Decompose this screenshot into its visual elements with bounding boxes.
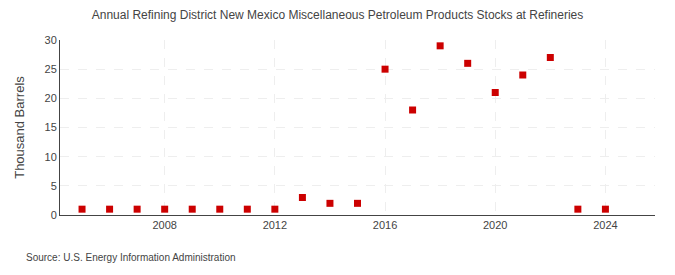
svg-text:5: 5 [51,180,57,192]
svg-text:10: 10 [45,151,57,163]
svg-text:2020: 2020 [483,219,507,231]
svg-text:25: 25 [45,63,57,75]
svg-text:20: 20 [45,92,57,104]
svg-text:Thousand Barrels: Thousand Barrels [12,76,27,179]
svg-text:0: 0 [51,209,57,221]
svg-text:2016: 2016 [373,219,397,231]
svg-text:2008: 2008 [152,219,176,231]
svg-text:2012: 2012 [263,219,287,231]
svg-text:2024: 2024 [593,219,617,231]
svg-text:Annual Refining District New M: Annual Refining District New Mexico Misc… [92,8,584,22]
svg-text:15: 15 [45,121,57,133]
svg-text:30: 30 [45,34,57,46]
svg-text:Source: U.S. Energy Informatio: Source: U.S. Energy Information Administ… [26,252,236,263]
